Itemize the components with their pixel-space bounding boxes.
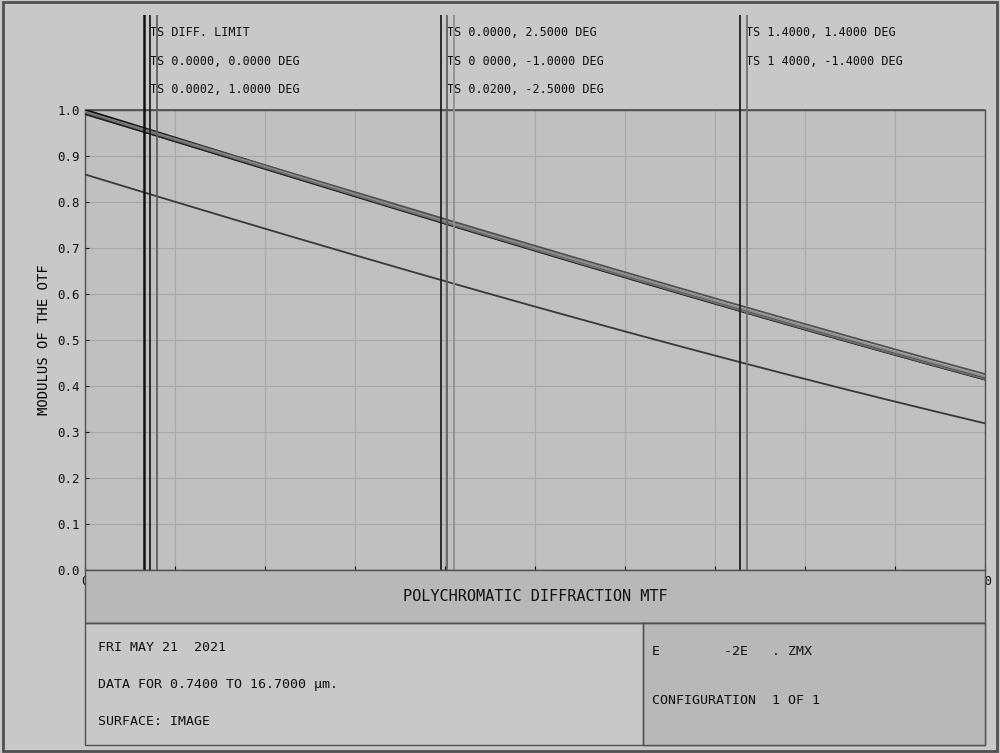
Text: E        -2E   . ZMX: E -2E . ZMX — [652, 645, 812, 658]
Text: TS 0.0000, 0.0000 DEG: TS 0.0000, 0.0000 DEG — [150, 55, 300, 68]
Text: TS 1.4000, 1.4000 DEG: TS 1.4000, 1.4000 DEG — [746, 26, 896, 39]
Text: SURFACE: IMAGE: SURFACE: IMAGE — [98, 715, 210, 728]
Bar — [85, 623, 985, 745]
Text: TS 0 0000, -1.0000 DEG: TS 0 0000, -1.0000 DEG — [447, 55, 604, 68]
Bar — [643, 623, 985, 745]
Text: TS 0.0200, -2.5000 DEG: TS 0.0200, -2.5000 DEG — [447, 84, 604, 96]
Text: CONFIGURATION  1 OF 1: CONFIGURATION 1 OF 1 — [652, 694, 820, 707]
Text: TS DIFF. LIMIT: TS DIFF. LIMIT — [150, 26, 250, 39]
Text: DATA FOR 0.7400 TO 16.7000 μm.: DATA FOR 0.7400 TO 16.7000 μm. — [98, 678, 338, 691]
Text: TS 0.0000, 2.5000 DEG: TS 0.0000, 2.5000 DEG — [447, 26, 597, 39]
Text: TS 1 4000, -1.4000 DEG: TS 1 4000, -1.4000 DEG — [746, 55, 903, 68]
X-axis label: SPATIAL FREQUENCY IN CYCLES PER MM: SPATIAL FREQUENCY IN CYCLES PER MM — [393, 595, 677, 609]
Text: POLYCHROMATIC DIFFRACTION MTF: POLYCHROMATIC DIFFRACTION MTF — [403, 589, 667, 604]
Text: TS 0.0002, 1.0000 DEG: TS 0.0002, 1.0000 DEG — [150, 84, 300, 96]
Bar — [85, 570, 985, 623]
Y-axis label: MODULUS OF THE OTF: MODULUS OF THE OTF — [37, 265, 51, 416]
Text: FRI MAY 21  2021: FRI MAY 21 2021 — [98, 641, 226, 654]
